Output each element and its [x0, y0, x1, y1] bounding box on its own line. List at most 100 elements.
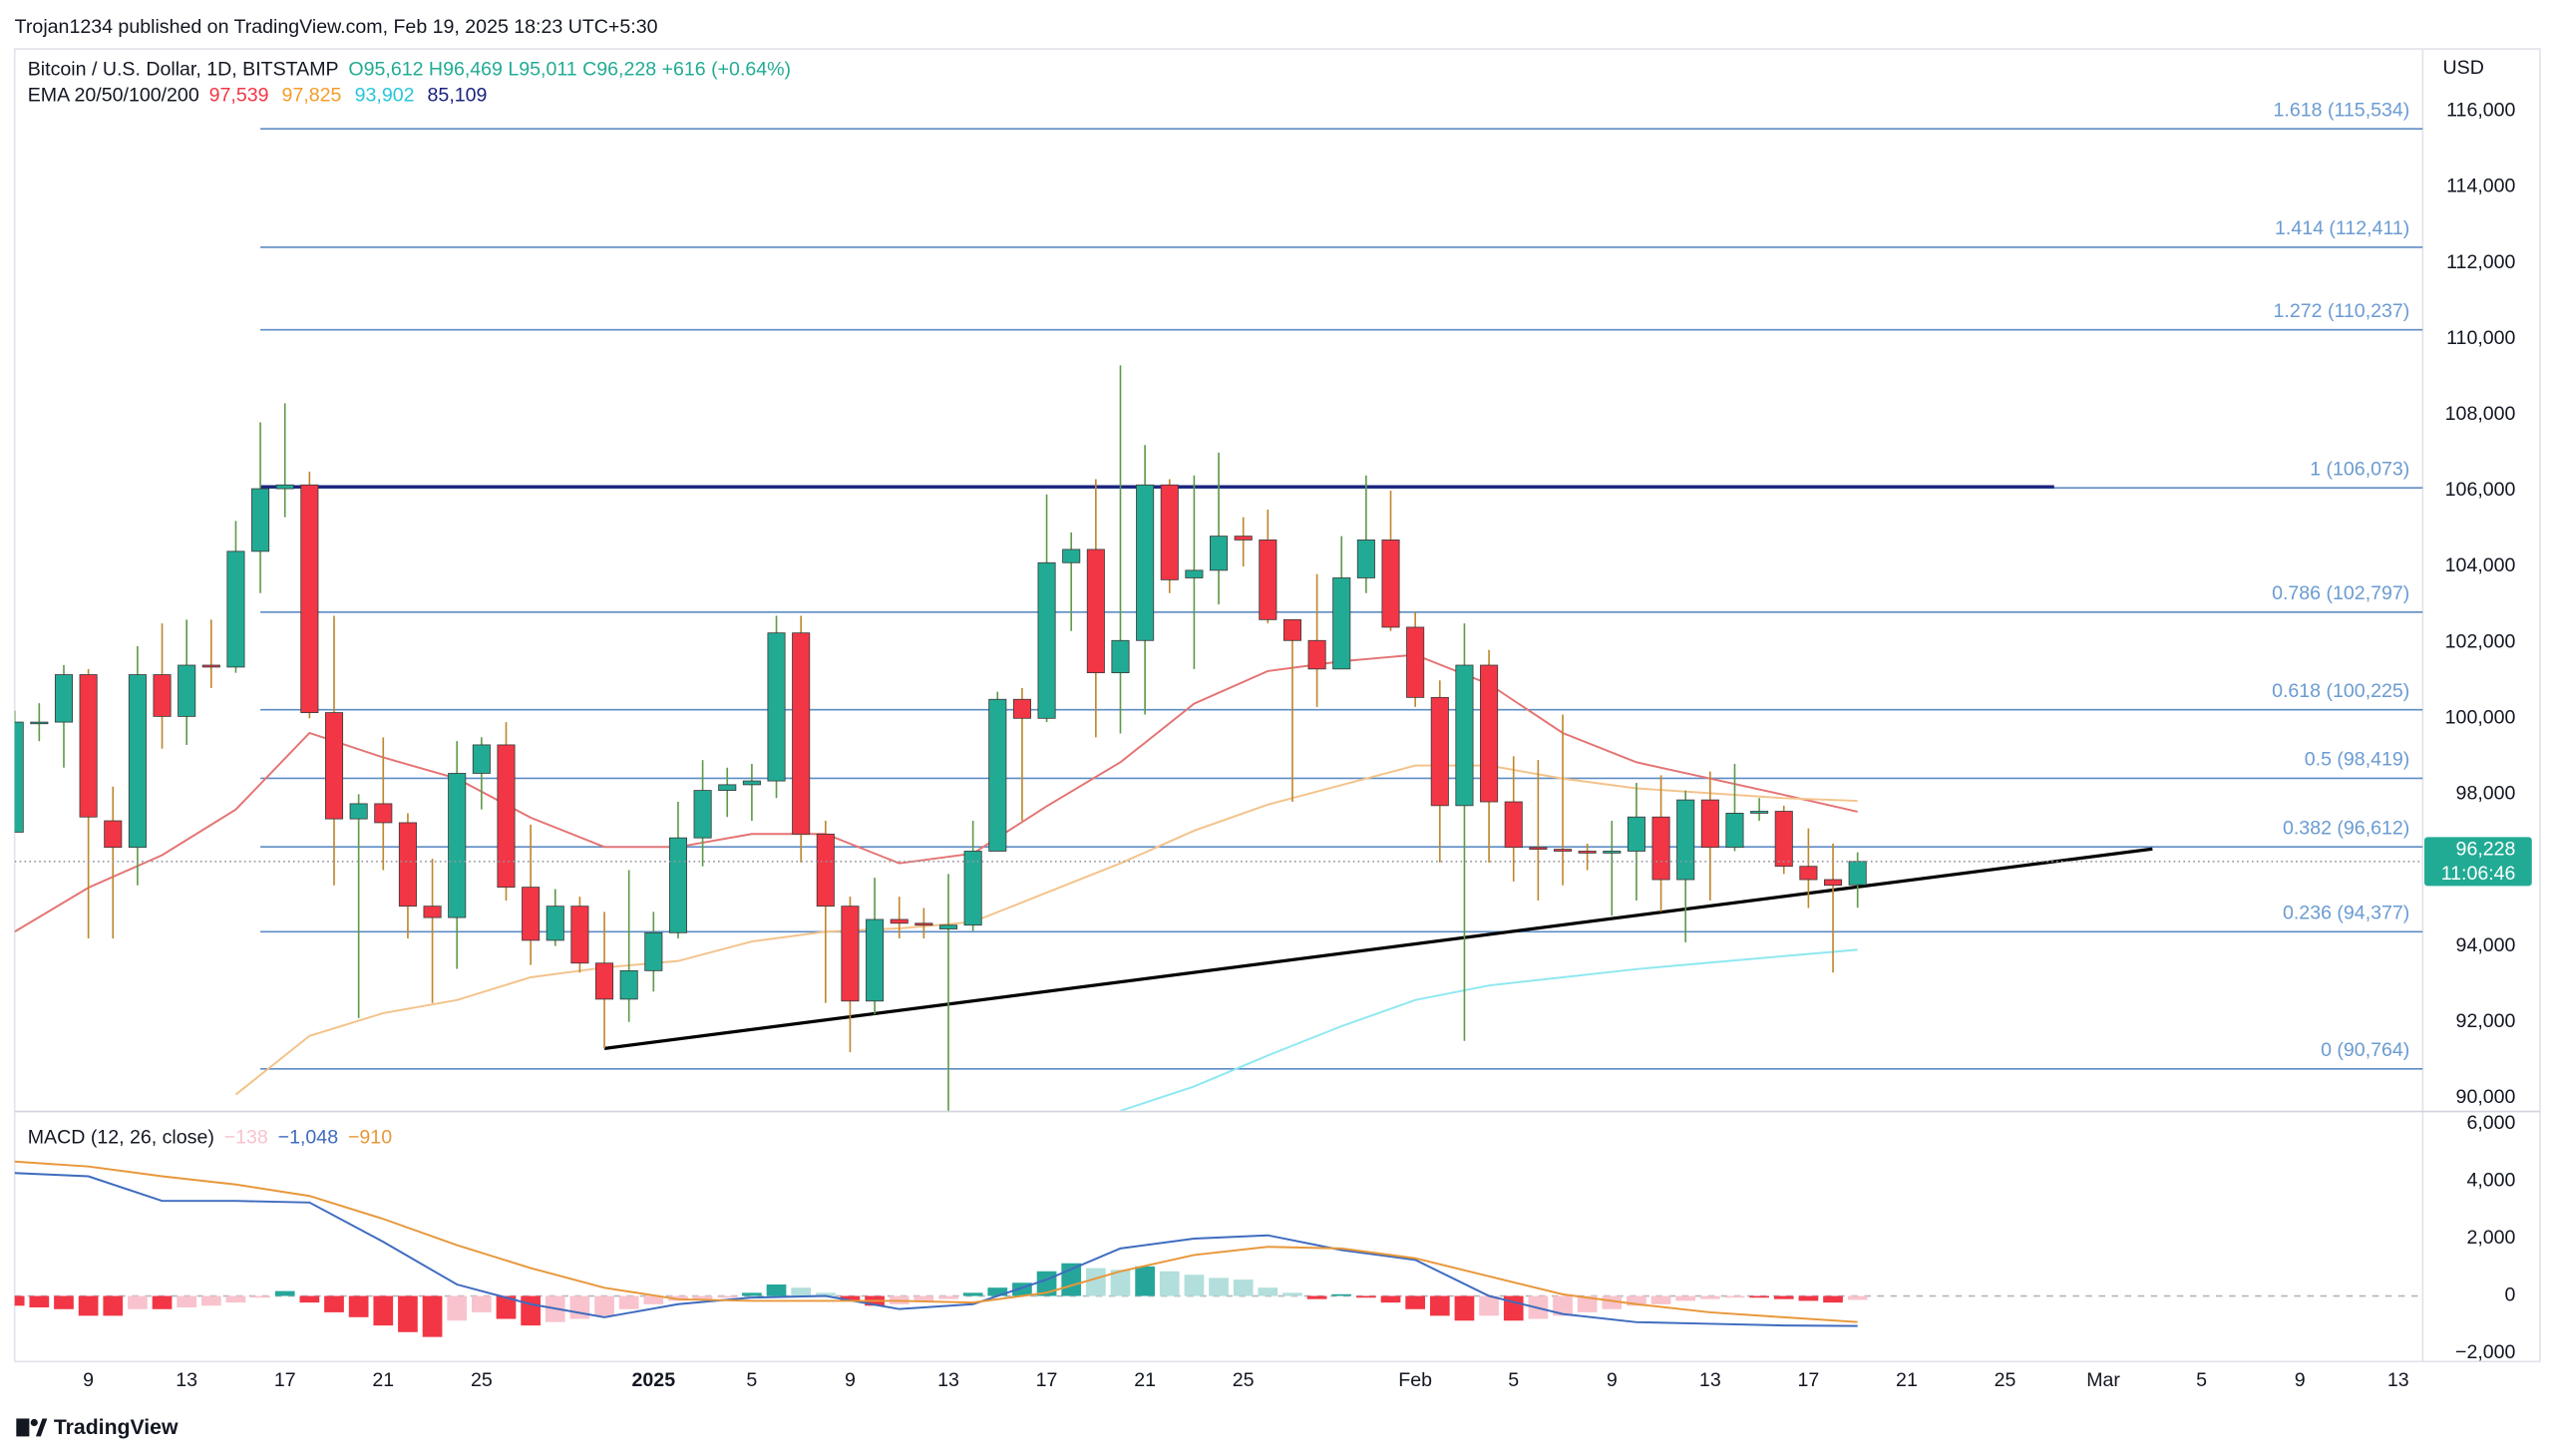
- candle-body: [1700, 799, 1719, 849]
- candle-body: [1381, 540, 1400, 628]
- y-tick-label: 106,000: [2445, 479, 2516, 501]
- ema-value: 97,825: [282, 85, 342, 107]
- candle-body: [1529, 847, 1548, 850]
- histogram-bar: [324, 1295, 344, 1312]
- y-tick-label: 102,000: [2445, 630, 2516, 652]
- histogram-bar: [1724, 1295, 1745, 1298]
- candle-body: [1037, 561, 1056, 719]
- histogram-bar: [938, 1295, 958, 1299]
- ema-value: 97,539: [209, 85, 269, 107]
- x-tick-label: 9: [83, 1369, 94, 1391]
- x-tick-label: 17: [1036, 1369, 1058, 1391]
- x-tick-label: 5: [746, 1369, 757, 1391]
- histogram-bar: [1282, 1292, 1302, 1296]
- histogram-bar: [1627, 1295, 1646, 1306]
- x-tick-label: 9: [2295, 1369, 2306, 1391]
- fib-label: 1.272 (110,237): [2274, 300, 2410, 322]
- last-price-label: 96,228: [2456, 839, 2516, 861]
- ohlc-values: O95,612 H96,469 L95,011 C96,228 +616 (+0…: [348, 58, 791, 80]
- candle-body: [128, 674, 147, 849]
- signal-line: [14, 1160, 1858, 1323]
- histogram-bar: [348, 1295, 369, 1317]
- candle-body: [1750, 811, 1769, 814]
- x-tick-label: 13: [937, 1369, 959, 1391]
- candle-body: [374, 803, 393, 824]
- histogram-bar: [643, 1295, 664, 1304]
- candle-body: [30, 721, 49, 725]
- y-tick-label: 108,000: [2445, 403, 2516, 425]
- candle-body: [1676, 799, 1695, 881]
- y-tick-label: 6,000: [2466, 1112, 2515, 1134]
- candle-body: [1307, 639, 1326, 670]
- candle-body: [79, 674, 98, 818]
- candle-body: [54, 674, 74, 723]
- histogram-bar: [692, 1295, 713, 1299]
- candle-body: [1259, 540, 1277, 620]
- histogram-bar: [14, 1295, 25, 1306]
- x-tick-label: 9: [1607, 1369, 1618, 1391]
- histogram-bar: [1258, 1287, 1278, 1296]
- histogram-bar: [103, 1295, 124, 1316]
- histogram-bar: [1503, 1295, 1524, 1321]
- logo-mark: [30, 1418, 38, 1427]
- candle-body: [522, 887, 541, 941]
- fib-label: 0 (90,764): [2321, 1039, 2409, 1061]
- macd-line: [14, 1172, 1858, 1327]
- candle-body: [1111, 639, 1130, 674]
- candle-body: [1578, 851, 1597, 854]
- candle-body: [448, 773, 467, 918]
- logo-text: TradingView: [54, 1416, 179, 1439]
- histogram-bar: [791, 1287, 812, 1296]
- histogram-bar: [1085, 1268, 1106, 1296]
- candle-body: [1824, 879, 1843, 887]
- macd-pane: [14, 1160, 2423, 1337]
- histogram-bar: [1429, 1295, 1450, 1316]
- candle-body: [1725, 813, 1744, 849]
- x-tick-label: 13: [1699, 1369, 1721, 1391]
- candle-body: [1553, 849, 1573, 852]
- x-tick-label: 2025: [632, 1369, 676, 1391]
- histogram-bar: [225, 1295, 246, 1303]
- y-tick-label: 116,000: [2446, 100, 2515, 122]
- fib-label: 1.414 (112,411): [2275, 217, 2409, 239]
- symbol-title: Bitcoin / U.S. Dollar, 1D, BITSTAMP: [28, 58, 339, 80]
- macd-value: −1,048: [278, 1127, 339, 1149]
- last-price-box: [2424, 837, 2532, 887]
- histogram-bar: [1479, 1295, 1499, 1316]
- candle-body: [1136, 484, 1155, 641]
- candle-body: [1062, 548, 1081, 563]
- histogram-bar: [815, 1292, 836, 1296]
- histogram-bar: [1233, 1279, 1254, 1296]
- x-tick-label: Feb: [1398, 1369, 1432, 1391]
- x-tick-label: Mar: [2086, 1369, 2120, 1391]
- candle-body: [1480, 664, 1499, 803]
- histogram-bar: [373, 1295, 394, 1326]
- logo-mark: [35, 1418, 48, 1437]
- candle-body: [742, 780, 761, 786]
- histogram-bar: [1135, 1266, 1155, 1296]
- candle-body: [275, 484, 294, 490]
- x-tick-label: 21: [1134, 1369, 1156, 1391]
- y-tick-label: 92,000: [2456, 1010, 2516, 1032]
- histogram-bar: [152, 1295, 173, 1309]
- logo: TradingView: [16, 1416, 179, 1439]
- candle-body: [595, 962, 614, 1000]
- histogram-bar: [422, 1295, 443, 1337]
- candle-body: [963, 851, 982, 926]
- histogram-bar: [1847, 1295, 1868, 1300]
- x-tick-label: 25: [1233, 1369, 1255, 1391]
- histogram-bar: [618, 1295, 639, 1309]
- fib-label: 0.786 (102,797): [2272, 582, 2409, 604]
- price-pane: 1.618 (115,534) 1.414 (112,411) 1.272 (110…: [14, 99, 2423, 1111]
- y-tick-label: 90,000: [2456, 1086, 2516, 1108]
- histogram-bar: [398, 1295, 418, 1332]
- ema-value: 93,902: [355, 85, 415, 107]
- x-tick-label: 17: [274, 1369, 296, 1391]
- candle-body: [767, 632, 786, 782]
- candle-body: [816, 833, 835, 908]
- candle-body: [300, 484, 319, 713]
- histogram-bar: [1331, 1293, 1352, 1296]
- currency: USD: [2443, 57, 2484, 79]
